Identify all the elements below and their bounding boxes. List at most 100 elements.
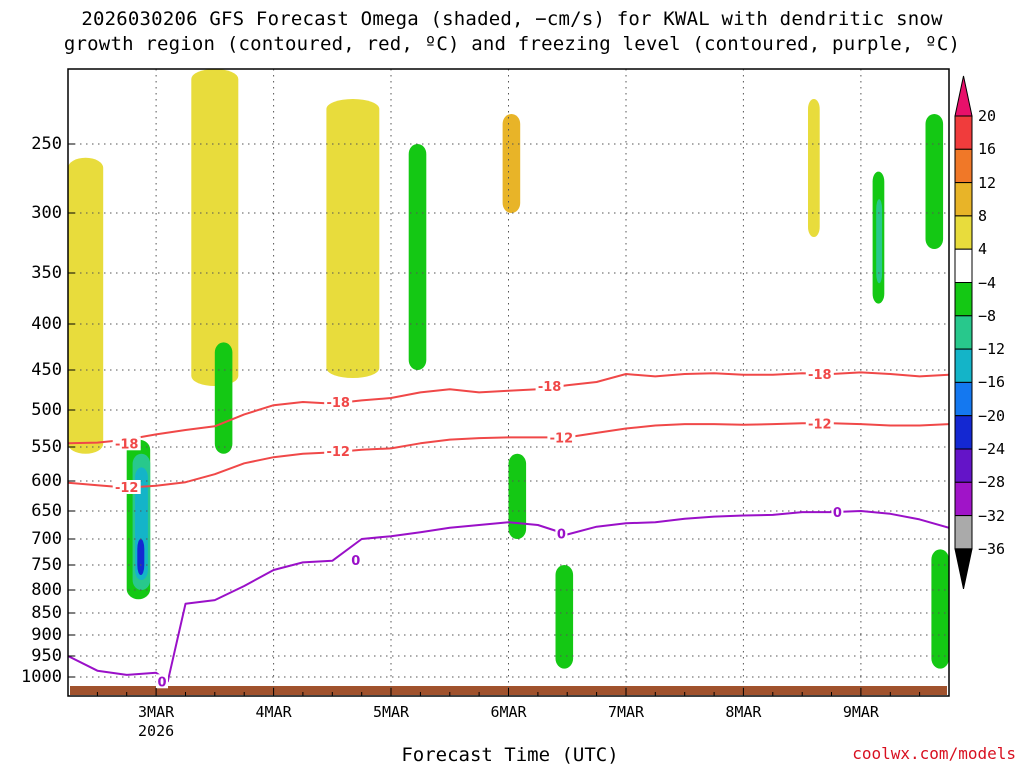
shading-region-7	[326, 99, 380, 378]
chart-title-line-1: 2026030206 GFS Forecast Omega (shaded, −…	[81, 8, 943, 30]
colorbar-bin-4	[954, 215, 973, 250]
shading-region-14	[137, 539, 145, 575]
y-tick-label-500: 500	[31, 400, 62, 420]
contour-label-9: 0	[351, 554, 360, 569]
y-tick-label-600: 600	[31, 471, 62, 491]
contour-label-3: -18	[808, 368, 832, 383]
contour-label-5: -12	[326, 445, 350, 460]
x-tick-label-7MAR: 7MAR	[607, 703, 645, 721]
contour-label-1: -18	[326, 396, 350, 411]
shading-region-1	[68, 157, 104, 454]
contour-label-bg	[547, 430, 576, 445]
colorbar-tick-label: 8	[978, 206, 988, 225]
colorbar-top-arrow	[954, 75, 973, 117]
colorbar-bin-13	[954, 515, 973, 550]
x-tick-label-5MAR: 5MAR	[372, 703, 410, 721]
colorbar-tick-label: −4	[978, 273, 997, 292]
colorbar-tick-label: −12	[978, 340, 1006, 359]
contour-label-10: 0	[557, 527, 566, 542]
shading-region-20	[931, 549, 949, 669]
x-tick-label-9MAR: 9MAR	[842, 703, 879, 721]
colorbar-tick-label: 12	[978, 173, 997, 192]
y-tick-label-650: 650	[31, 501, 62, 521]
y-tick-label-950: 950	[31, 646, 62, 666]
contour-label-bg	[805, 416, 834, 431]
x-tick-label-6MAR: 6MAR	[490, 703, 527, 721]
x-tick-label-4MAR: 4MAR	[255, 703, 292, 721]
colorbar-bin-11	[954, 448, 973, 483]
colorbar-tick-label: −20	[978, 406, 1006, 425]
y-tick-label-1000: 1000	[21, 667, 62, 687]
colorbar-bin-9	[954, 381, 973, 417]
contour-label-0: -18	[115, 437, 139, 452]
x-axis-label: Forecast Time (UTC)	[401, 744, 619, 766]
contour-label-7: -12	[808, 417, 832, 432]
y-tick-label-250: 250	[31, 134, 62, 154]
colorbar-bin-12	[954, 481, 973, 517]
y-tick-label-800: 800	[31, 580, 62, 600]
shading-region-9	[808, 99, 820, 237]
y-tick-label-850: 850	[31, 603, 62, 623]
colorbar-tick-label: −28	[978, 473, 1006, 492]
contour-label-6: -12	[550, 431, 574, 446]
shading-region-10	[214, 342, 233, 454]
contour-label-bg	[112, 436, 141, 451]
colorbar-tick-label: −16	[978, 373, 1006, 392]
y-tick-label-750: 750	[31, 555, 62, 575]
contour-line-0-2	[68, 510, 949, 683]
colorbar-bin-2	[954, 148, 973, 184]
contour-label-11: 0	[833, 506, 842, 521]
colorbar-bin-6	[954, 282, 973, 317]
chart-title-line-2: growth region (contoured, red, ºC) and f…	[63, 33, 961, 55]
contour-line--18-0	[68, 371, 949, 445]
colorbar-tick-label: 16	[978, 140, 997, 159]
axis-ticks	[67, 143, 950, 696]
y-tick-label-300: 300	[31, 203, 62, 223]
contour-label-bg	[805, 367, 834, 381]
contour-label-bg	[324, 395, 353, 409]
contour-label-8: 0	[157, 675, 166, 690]
colorbar-bin-10	[954, 415, 973, 450]
shading-region-4	[191, 69, 239, 386]
colorbar-tick-label: −24	[978, 440, 1006, 458]
x-tick-sublabel-year: 2026	[138, 722, 175, 740]
colorbar-tick-label: −8	[978, 306, 997, 325]
contour-label-bg	[324, 444, 353, 459]
contour-label-4: -12	[115, 481, 139, 496]
y-tick-label-900: 900	[31, 625, 62, 645]
colorbar-tick-label: −36	[978, 539, 1006, 558]
x-tick-label-3MAR: 3MAR	[138, 703, 175, 721]
site-credit-link[interactable]: coolwx.com/models	[852, 744, 1016, 763]
colorbar-bin-1	[954, 115, 973, 150]
y-tick-label-450: 450	[31, 360, 62, 380]
omega-shading-layer	[68, 69, 949, 669]
contour-label-bg	[831, 505, 844, 520]
shading-region-16	[508, 453, 527, 539]
contour-label-bg	[156, 674, 168, 689]
y-tick-label-550: 550	[31, 437, 62, 457]
colorbar-bin-3	[954, 182, 973, 217]
shading-region-19	[876, 199, 883, 284]
contour-label-2: -18	[538, 380, 562, 395]
colorbar-bin-8	[954, 348, 973, 383]
shading-region-21	[925, 114, 944, 249]
colorbar-bin-5	[954, 248, 973, 283]
shading-region-8	[502, 114, 521, 213]
contour-label-bg	[112, 480, 141, 494]
contour-label-bg	[535, 379, 564, 393]
shading-region-15	[408, 144, 427, 370]
shading-region-17	[555, 565, 574, 669]
colorbar	[954, 75, 973, 590]
contour-line--12-1	[68, 422, 949, 489]
grid-layer	[68, 69, 949, 696]
y-tick-label-700: 700	[31, 529, 62, 549]
y-tick-label-400: 400	[31, 314, 62, 334]
x-tick-label-8MAR: 8MAR	[725, 703, 762, 721]
colorbar-tick-label: 4	[978, 240, 988, 259]
contour-label-bg	[349, 552, 362, 567]
contour-layer: -18 -18 -18 -18 -12 -12 -12 -12 0 0 0 0	[68, 367, 949, 690]
colorbar-bin-7	[954, 315, 973, 350]
colorbar-tick-label: 20	[978, 107, 997, 125]
colorbar-bottom-arrow	[954, 548, 973, 590]
